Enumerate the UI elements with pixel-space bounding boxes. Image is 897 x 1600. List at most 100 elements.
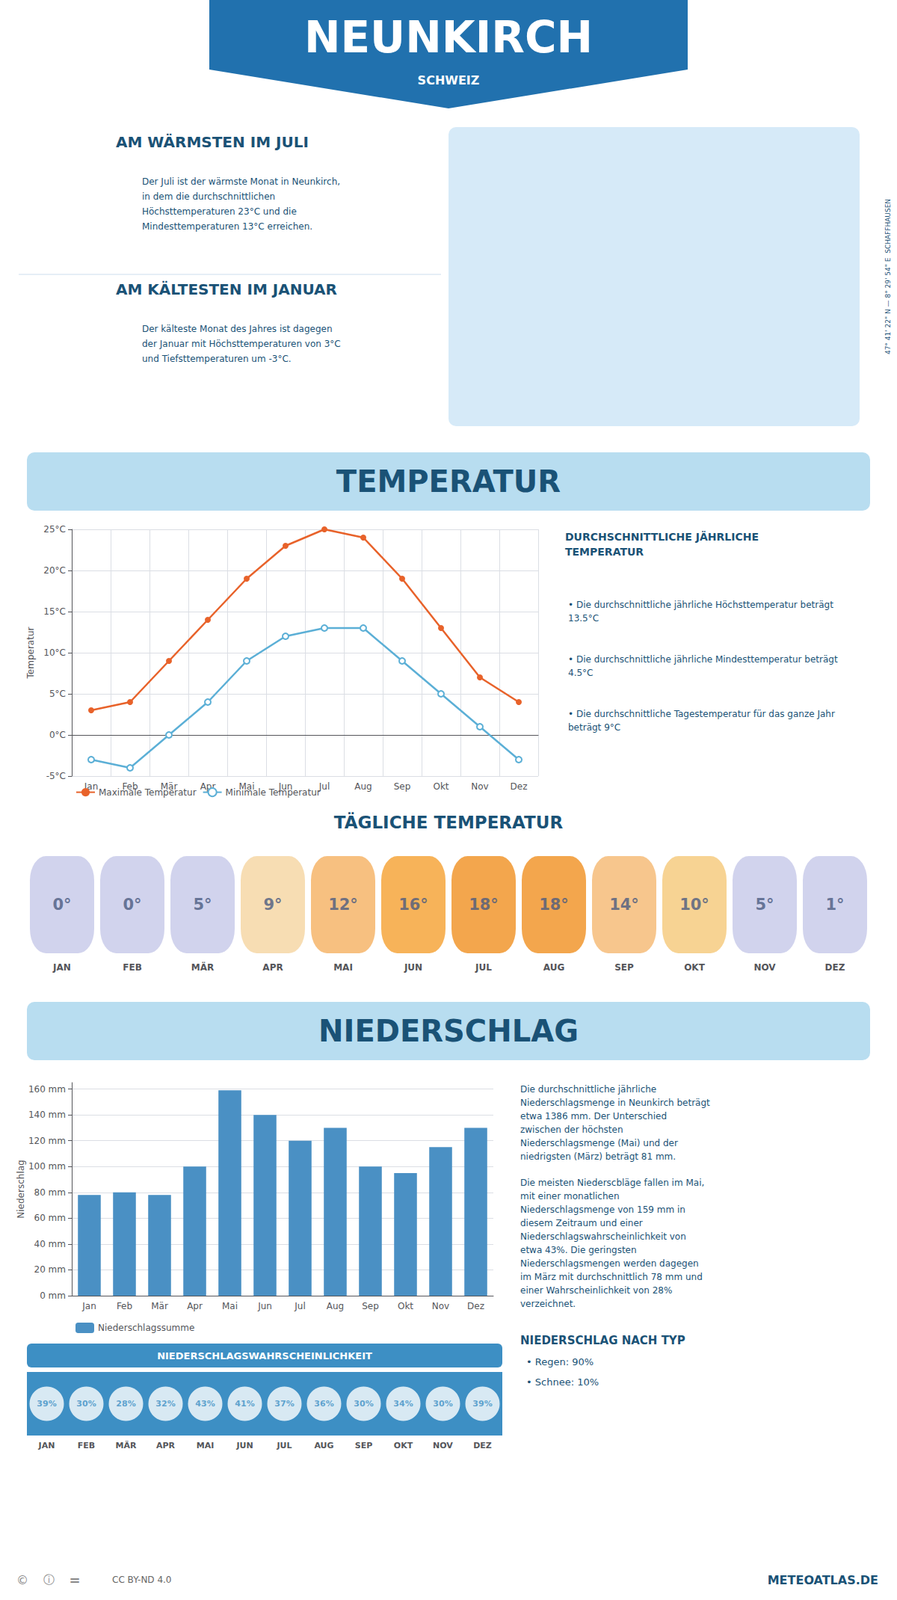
svg-text:120 mm: 120 mm [28,1135,66,1146]
svg-text:Niederschlagssumme: Niederschlagssumme [97,1322,195,1333]
svg-text:30%: 30% [76,1398,96,1409]
svg-text:Nov: Nov [432,1300,450,1312]
svg-text:Jan: Jan [81,1300,97,1312]
svg-text:SEP: SEP [614,962,634,973]
svg-text:41%: 41% [234,1398,255,1409]
svg-text:Jun: Jun [257,1300,273,1312]
svg-text:Apr: Apr [186,1300,203,1312]
svg-text:Der Juli ist der wärmste Monat: Der Juli ist der wärmste Monat in Neunki… [142,176,341,187]
svg-text:Mindesttemperaturen 13°C errei: Mindesttemperaturen 13°C erreichen. [142,221,313,232]
svg-text:43%: 43% [195,1398,215,1409]
svg-text:18°: 18° [468,895,499,914]
svg-text:39%: 39% [472,1398,492,1409]
svg-text:=: = [68,1571,80,1588]
svg-text:SEP: SEP [355,1440,374,1451]
svg-text:160 mm: 160 mm [28,1083,66,1095]
svg-text:MAI: MAI [196,1440,215,1451]
svg-text:zwischen der höchsten: zwischen der höchsten [520,1124,624,1135]
svg-text:mit einer monatlichen: mit einer monatlichen [520,1190,620,1202]
svg-text:0°: 0° [122,895,142,914]
svg-text:30%: 30% [432,1398,453,1409]
svg-text:MAI: MAI [333,962,353,973]
svg-text:Die meisten Niederscbläge fall: Die meisten Niederscbläge fallen im Mai, [520,1177,705,1188]
svg-text:Niederschlagsmengen werden dag: Niederschlagsmengen werden dagegen [520,1258,699,1269]
svg-text:28%: 28% [115,1398,136,1409]
svg-text:13.5°C: 13.5°C [568,612,599,624]
svg-text:verzeichnet.: verzeichnet. [520,1298,576,1309]
svg-text:NIEDERSCHLAG NACH TYP: NIEDERSCHLAG NACH TYP [520,1333,686,1347]
svg-text:20°C: 20°C [43,565,66,576]
svg-text:Okt: Okt [397,1300,414,1312]
svg-text:10°C: 10°C [43,647,66,658]
svg-text:JAN: JAN [38,1440,56,1451]
svg-text:TEMPERATUR: TEMPERATUR [565,545,644,558]
svg-text:AM WÄRMSTEN IM JULI: AM WÄRMSTEN IM JULI [115,133,309,151]
svg-text:ⓘ: ⓘ [43,1572,55,1587]
svg-text:25°C: 25°C [43,523,66,535]
svg-text:30%: 30% [353,1398,374,1409]
svg-text:18°: 18° [538,895,569,914]
svg-text:DEZ: DEZ [825,962,846,973]
svg-text:JUN: JUN [403,962,423,973]
svg-text:0 mm: 0 mm [39,1290,66,1301]
svg-text:40 mm: 40 mm [34,1238,66,1250]
svg-text:• Schnee: 10%: • Schnee: 10% [526,1376,599,1388]
svg-text:JAN: JAN [52,962,72,973]
svg-text:APR: APR [156,1440,176,1451]
svg-text:Dez: Dez [467,1300,485,1312]
svg-text:Okt: Okt [432,781,449,792]
svg-text:AUG: AUG [313,1440,334,1451]
svg-text:AUG: AUG [543,962,566,973]
svg-text:-5°C: -5°C [46,770,66,782]
svg-text:Niederschlagsmenge in Neunkirc: Niederschlagsmenge in Neunkirch beträgt [520,1097,711,1108]
svg-text:Mär: Mär [150,1300,169,1312]
svg-text:FEB: FEB [77,1440,95,1451]
svg-text:OKT: OKT [393,1440,414,1451]
svg-text:CC BY-ND 4.0: CC BY-ND 4.0 [112,1574,172,1585]
svg-text:niedrigsten (März) beträgt 81: niedrigsten (März) beträgt 81 mm. [520,1151,676,1162]
svg-text:1°: 1° [825,895,844,914]
svg-text:36%: 36% [313,1398,334,1409]
svg-text:NOV: NOV [753,962,776,973]
svg-text:in dem die durchschnittlichen: in dem die durchschnittlichen [142,191,276,202]
svg-text:der Januar mit Höchsttemperatu: der Januar mit Höchsttemperaturen von 3°… [142,338,341,350]
svg-text:0°: 0° [52,895,72,914]
svg-text:DURCHSCHNITTLICHE JÄHRLICHE: DURCHSCHNITTLICHE JÄHRLICHE [565,530,759,543]
svg-text:Die durchschnittliche jährlich: Die durchschnittliche jährliche [520,1083,657,1095]
svg-text:Niederschlagswahrscheinlichkei: Niederschlagswahrscheinlichkeit von [520,1231,687,1242]
svg-text:APR: APR [262,962,283,973]
svg-text:Der kälteste Monat des Jahres: Der kälteste Monat des Jahres ist dagege… [142,323,333,335]
svg-text:JUL: JUL [474,962,492,973]
svg-text:diesem Zeitraum und einer: diesem Zeitraum und einer [520,1217,643,1229]
svg-text:140 mm: 140 mm [28,1109,66,1120]
svg-text:NEUNKIRCH: NEUNKIRCH [304,11,593,63]
svg-text:Höchsttemperaturen 23°C und di: Höchsttemperaturen 23°C und die [142,206,297,217]
svg-text:im März mit durchschnittlich 7: im März mit durchschnittlich 78 mm und [520,1271,703,1282]
svg-text:Minimale Temperatur: Minimale Temperatur [225,787,321,798]
svg-text:einer Wahrscheinlichkeit von 2: einer Wahrscheinlichkeit von 28% [520,1284,673,1296]
svg-text:Sep: Sep [393,781,412,792]
svg-text:MÄR: MÄR [115,1439,137,1451]
svg-text:Nov: Nov [470,781,489,792]
svg-text:• Die durchschnittliche jährli: • Die durchschnittliche jährliche Mindes… [568,654,841,665]
svg-text:Jul: Jul [293,1300,305,1312]
svg-text:Niederschlagsmenge (Mai) und d: Niederschlagsmenge (Mai) und der [520,1137,678,1149]
svg-text:5°C: 5°C [49,688,66,699]
svg-text:Niederschlagsmenge von 159 mm: Niederschlagsmenge von 159 mm in [520,1204,686,1215]
svg-text:12°: 12° [328,895,359,914]
svg-text:5°: 5° [192,895,212,914]
svg-text:NIEDERSCHLAG: NIEDERSCHLAG [318,1013,579,1048]
svg-text:etwa 1386 mm. Der Unterschied: etwa 1386 mm. Der Unterschied [520,1110,667,1122]
svg-text:etwa 43%. Die geringsten: etwa 43%. Die geringsten [520,1244,637,1256]
svg-text:MÄR: MÄR [191,961,214,973]
svg-text:Dez: Dez [510,781,528,792]
svg-text:und Tiefsttemperaturen um -3°C: und Tiefsttemperaturen um -3°C. [142,353,292,365]
svg-text:60 mm: 60 mm [34,1212,66,1223]
svg-text:15°C: 15°C [43,606,66,617]
svg-text:34%: 34% [393,1398,413,1409]
svg-text:DEZ: DEZ [473,1440,492,1451]
svg-text:Temperatur: Temperatur [25,626,36,679]
svg-text:14°: 14° [609,895,640,914]
svg-text:Aug: Aug [354,781,372,792]
svg-text:AM KÄLTESTEN IM JANUAR: AM KÄLTESTEN IM JANUAR [115,280,338,299]
